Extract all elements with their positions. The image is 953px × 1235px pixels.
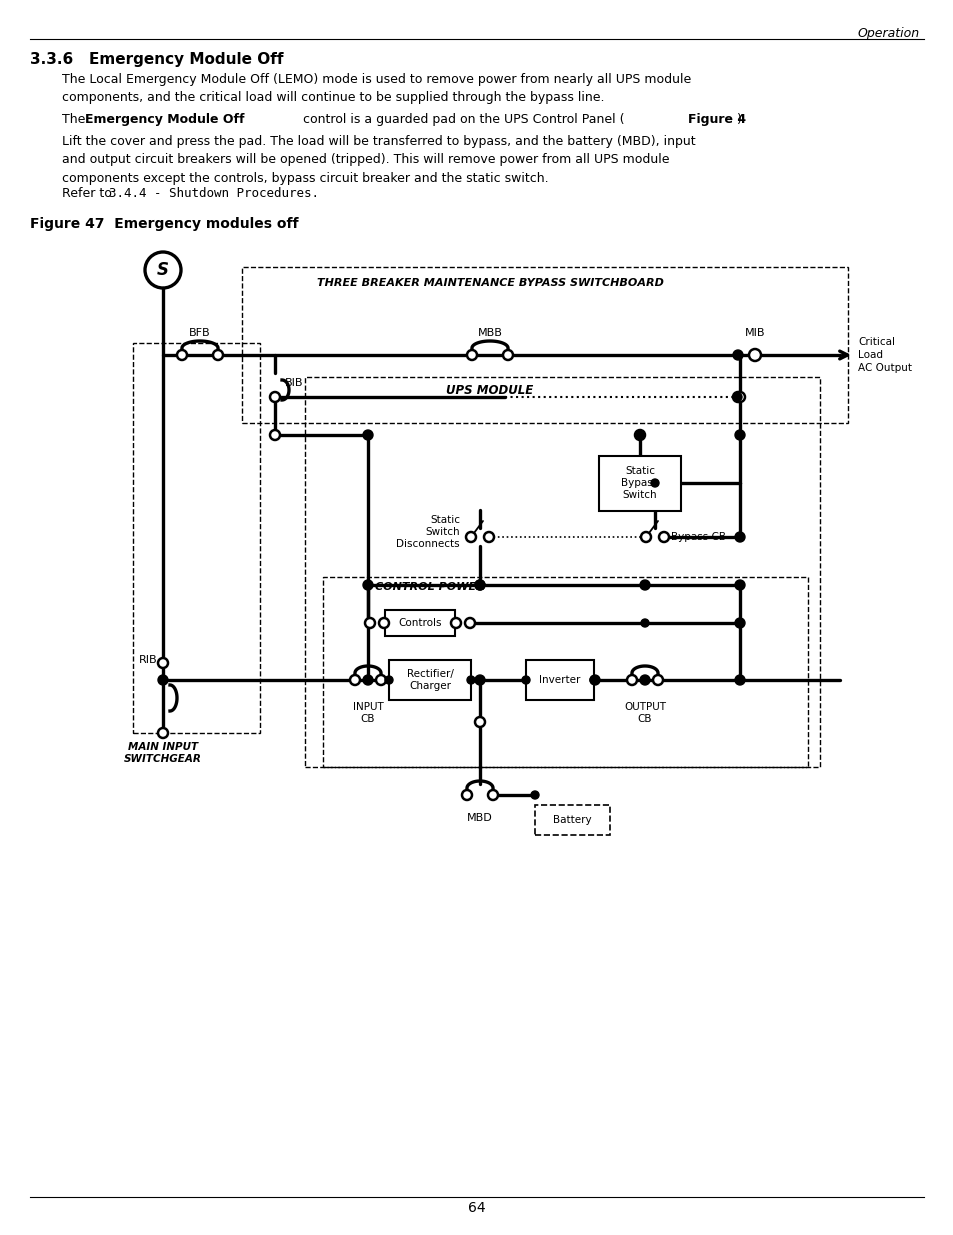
Circle shape [158, 676, 168, 685]
Circle shape [734, 391, 744, 403]
Bar [525, 659, 594, 700]
Bar [305, 377, 820, 767]
Circle shape [488, 790, 497, 800]
Text: Emergency Module Off: Emergency Module Off [85, 112, 244, 126]
Text: MBB: MBB [477, 329, 502, 338]
Bar [242, 267, 847, 424]
Circle shape [464, 618, 475, 629]
Circle shape [270, 391, 280, 403]
Circle shape [467, 676, 475, 684]
Text: S: S [157, 261, 169, 279]
Circle shape [734, 580, 744, 590]
Circle shape [475, 676, 484, 685]
Circle shape [733, 393, 741, 401]
Circle shape [626, 676, 637, 685]
Circle shape [732, 350, 742, 359]
Circle shape [475, 580, 484, 590]
Text: CONTROL POWER: CONTROL POWER [375, 582, 484, 592]
Text: The: The [62, 112, 90, 126]
Text: THREE BREAKER MAINTENANCE BYPASS SWITCHBOARD: THREE BREAKER MAINTENANCE BYPASS SWITCHB… [316, 278, 662, 288]
Circle shape [589, 676, 598, 684]
Circle shape [375, 676, 386, 685]
Circle shape [158, 727, 168, 739]
Text: Figure 4: Figure 4 [687, 112, 745, 126]
Text: Rectifier/
Charger: Rectifier/ Charger [406, 669, 453, 692]
Text: 3.3.6   Emergency Module Off: 3.3.6 Emergency Module Off [30, 52, 283, 67]
Text: ).: ). [737, 112, 745, 126]
Circle shape [475, 580, 484, 590]
Text: Refer to: Refer to [62, 186, 115, 200]
Circle shape [363, 580, 373, 590]
Text: Inverter: Inverter [538, 676, 580, 685]
Text: Bypass CB: Bypass CB [670, 532, 725, 542]
Text: Static
Bypass
Switch: Static Bypass Switch [620, 466, 658, 500]
Circle shape [734, 618, 744, 629]
Circle shape [734, 430, 744, 440]
Circle shape [636, 431, 643, 438]
Text: The Local Emergency Module Off (LEMO) mode is used to remove power from nearly a: The Local Emergency Module Off (LEMO) mo… [62, 73, 691, 105]
Circle shape [461, 790, 472, 800]
Circle shape [350, 676, 359, 685]
Circle shape [639, 676, 649, 685]
Text: 3.4.4 - Shutdown Procedures.: 3.4.4 - Shutdown Procedures. [109, 186, 318, 200]
Circle shape [270, 430, 280, 440]
Circle shape [732, 391, 742, 403]
Circle shape [652, 676, 662, 685]
Circle shape [521, 676, 530, 684]
Text: Controls: Controls [397, 618, 441, 629]
Circle shape [213, 350, 223, 359]
Circle shape [502, 350, 513, 359]
Text: MBD: MBD [467, 813, 493, 823]
Circle shape [465, 532, 476, 542]
Text: Figure 47  Emergency modules off: Figure 47 Emergency modules off [30, 217, 298, 231]
Circle shape [363, 430, 373, 440]
Text: OUTPUT
CB: OUTPUT CB [623, 701, 665, 725]
Bar [389, 659, 471, 700]
Text: BIB: BIB [285, 378, 303, 388]
Circle shape [639, 580, 649, 590]
Bar [132, 343, 260, 734]
Circle shape [483, 532, 494, 542]
Text: Operation: Operation [857, 27, 919, 40]
Text: Static
Switch
Disconnects: Static Switch Disconnects [395, 515, 459, 550]
Circle shape [640, 619, 648, 627]
Text: MIB: MIB [744, 329, 764, 338]
Circle shape [467, 350, 476, 359]
Circle shape [734, 532, 744, 542]
Text: BFB: BFB [189, 329, 211, 338]
Text: INPUT
CB: INPUT CB [353, 701, 383, 725]
Text: RIB: RIB [138, 655, 157, 664]
Circle shape [475, 718, 484, 727]
Circle shape [635, 430, 644, 440]
Circle shape [659, 532, 668, 542]
Text: control is a guarded pad on the UPS Control Panel (: control is a guarded pad on the UPS Cont… [298, 112, 624, 126]
Bar [385, 610, 455, 636]
Text: Lift the cover and press the pad. The load will be transferred to bypass, and th: Lift the cover and press the pad. The lo… [62, 135, 695, 185]
Circle shape [378, 618, 389, 629]
Text: UPS MODULE: UPS MODULE [446, 384, 533, 396]
Text: 64: 64 [468, 1200, 485, 1215]
Circle shape [451, 618, 460, 629]
Bar [323, 577, 807, 767]
Circle shape [748, 350, 760, 361]
Circle shape [177, 350, 187, 359]
Text: Battery: Battery [552, 815, 591, 825]
Circle shape [650, 479, 659, 487]
Circle shape [589, 676, 599, 685]
Circle shape [385, 676, 393, 684]
Bar [535, 805, 609, 835]
Text: MAIN INPUT
SWITCHGEAR: MAIN INPUT SWITCHGEAR [124, 742, 202, 763]
Circle shape [734, 676, 744, 685]
Circle shape [531, 790, 538, 799]
Bar [598, 456, 680, 510]
Circle shape [640, 532, 650, 542]
Circle shape [158, 658, 168, 668]
Circle shape [363, 676, 373, 685]
Text: Critical
Load
AC Output: Critical Load AC Output [857, 337, 911, 373]
Circle shape [365, 618, 375, 629]
